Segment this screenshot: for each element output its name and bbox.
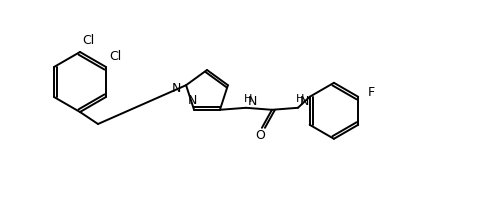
Text: F: F bbox=[368, 86, 375, 99]
Text: N: N bbox=[248, 95, 257, 108]
Text: Cl: Cl bbox=[82, 34, 94, 46]
Text: Cl: Cl bbox=[109, 50, 121, 63]
Text: N: N bbox=[300, 95, 309, 108]
Text: O: O bbox=[255, 129, 265, 142]
Text: N: N bbox=[172, 82, 181, 95]
Text: N: N bbox=[187, 94, 197, 107]
Text: H: H bbox=[244, 94, 252, 104]
Text: H: H bbox=[296, 94, 304, 104]
